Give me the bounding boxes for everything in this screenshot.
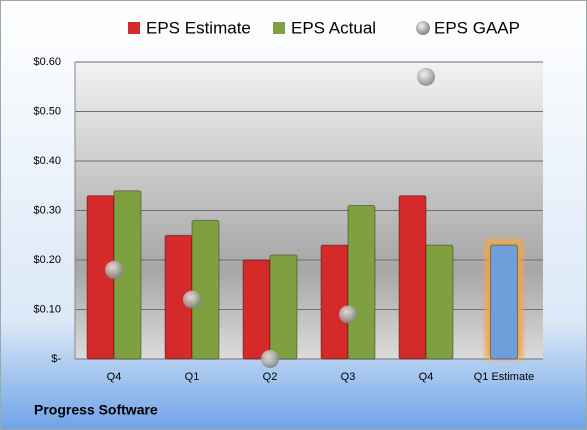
y-tick-label: $- [51,353,61,365]
legend-marker [416,21,430,35]
bar [191,219,220,360]
x-tick-label: Q4 [107,371,122,383]
point [339,305,357,324]
x-tick-label: Q4 [419,371,434,383]
point [261,350,279,368]
legend-label: EPS Actual [291,18,376,37]
x-tick-label: Q1 Estimate [474,371,535,383]
x-tick-label: Q3 [341,371,356,383]
point [105,260,123,279]
bar [425,244,454,360]
legend-label: EPS GAAP [434,18,520,37]
y-tick-label: $0.40 [33,155,61,167]
bar [242,259,271,360]
chart-title: Progress Software [34,402,158,418]
y-tick-label: $0.30 [33,204,61,216]
y-tick-label: $0.50 [33,105,61,117]
bar [320,244,349,360]
bar [347,205,376,360]
x-tick-label: Q2 [263,371,278,383]
bar [398,195,427,360]
legend-marker [273,22,285,34]
point [183,290,201,309]
x-tick-label: Q1 [185,371,200,383]
legend-marker [128,22,140,34]
bar [490,244,518,360]
y-tick-label: $0.60 [33,56,61,68]
point [417,67,435,86]
y-tick-label: $0.20 [33,254,61,266]
y-tick-label: $0.10 [33,303,61,315]
bar [269,254,298,360]
legend-label: EPS Estimate [146,18,251,37]
